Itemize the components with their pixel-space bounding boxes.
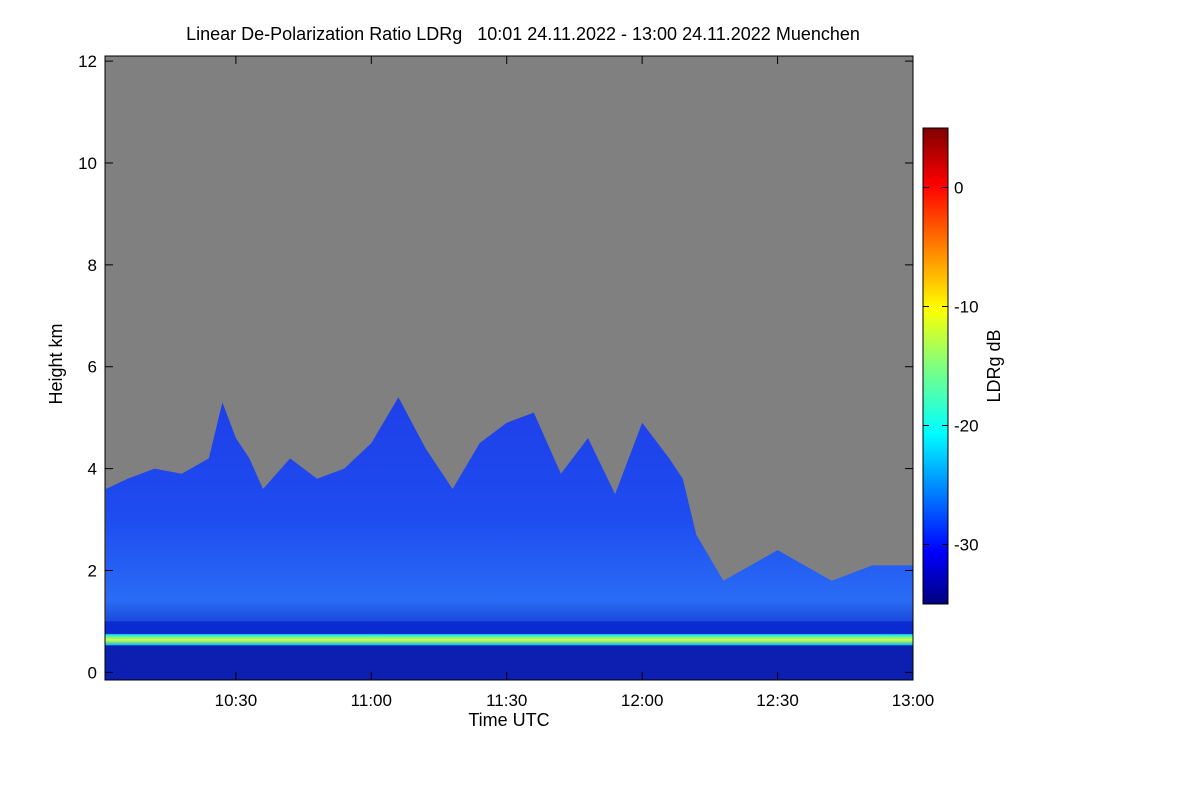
x-tick-label: 12:30 xyxy=(756,691,799,710)
x-tick-label: 11:00 xyxy=(351,691,392,710)
colorbar-tick-label: -20 xyxy=(954,417,979,436)
colorbar-tick-label: -10 xyxy=(954,298,979,317)
y-tick-label: 10 xyxy=(78,154,97,173)
colorbar-tick-label: 0 xyxy=(954,179,963,198)
y-axis: 0 2 4 6 8 10 12 xyxy=(78,52,913,682)
x-axis: 10:30 11:00 11:30 12:00 12:30 13:00 xyxy=(215,56,935,710)
y-tick-label: 12 xyxy=(78,52,97,71)
y-tick-label: 6 xyxy=(88,358,97,377)
cloud-base-layer xyxy=(105,621,913,637)
plot-area xyxy=(105,56,913,680)
y-axis-label: Height km xyxy=(46,323,66,404)
x-axis-label: Time UTC xyxy=(468,710,549,730)
colorbar-tick-label: -30 xyxy=(954,536,979,555)
colorbar: 0 -10 -20 -30 LDRg dB xyxy=(922,127,1004,605)
x-tick-label: 13:00 xyxy=(892,691,935,710)
boundary-layer-band xyxy=(105,634,913,646)
x-tick-label: 10:30 xyxy=(215,691,258,710)
plot-frame xyxy=(104,55,914,681)
y-tick-label: 2 xyxy=(88,561,97,580)
x-tick-label: 11:30 xyxy=(486,691,527,710)
near-surface-layer xyxy=(105,645,913,680)
chart-title: Linear De-Polarization Ratio LDRg 10:01 … xyxy=(186,24,860,44)
cloud-region xyxy=(105,397,913,637)
x-tick-label: 12:00 xyxy=(621,691,664,710)
colorbar-label: LDRg dB xyxy=(984,329,1004,402)
y-tick-label: 0 xyxy=(88,663,97,682)
colorbar-ticks: 0 -10 -20 -30 xyxy=(923,179,979,555)
y-tick-label: 4 xyxy=(88,460,97,479)
colorbar-scale xyxy=(922,127,949,605)
y-tick-label: 8 xyxy=(88,256,97,275)
